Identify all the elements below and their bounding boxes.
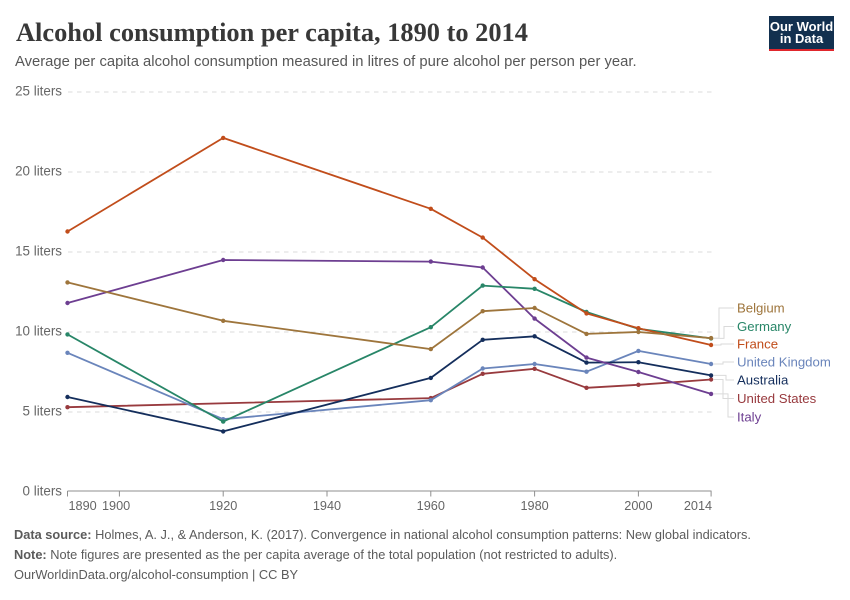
- svg-text:1900: 1900: [102, 499, 130, 513]
- svg-text:2000: 2000: [624, 499, 652, 513]
- svg-text:Belgium: Belgium: [737, 301, 785, 316]
- svg-text:1960: 1960: [417, 499, 445, 513]
- svg-text:1940: 1940: [313, 499, 341, 513]
- svg-text:25 liters: 25 liters: [15, 84, 62, 99]
- svg-text:United States: United States: [737, 391, 817, 406]
- svg-text:20 liters: 20 liters: [15, 164, 62, 179]
- svg-text:15 liters: 15 liters: [15, 244, 62, 259]
- svg-text:1920: 1920: [209, 499, 237, 513]
- svg-text:0 liters: 0 liters: [23, 484, 63, 499]
- svg-text:Australia: Australia: [737, 373, 789, 388]
- svg-text:France: France: [737, 337, 778, 352]
- svg-text:Italy: Italy: [737, 410, 762, 425]
- svg-text:10 liters: 10 liters: [15, 324, 62, 339]
- svg-text:Germany: Germany: [737, 319, 792, 334]
- svg-text:United Kingdom: United Kingdom: [737, 355, 831, 370]
- svg-text:5 liters: 5 liters: [23, 404, 63, 419]
- svg-text:2014: 2014: [684, 499, 712, 513]
- svg-text:1980: 1980: [520, 499, 548, 513]
- svg-text:1890: 1890: [69, 499, 97, 513]
